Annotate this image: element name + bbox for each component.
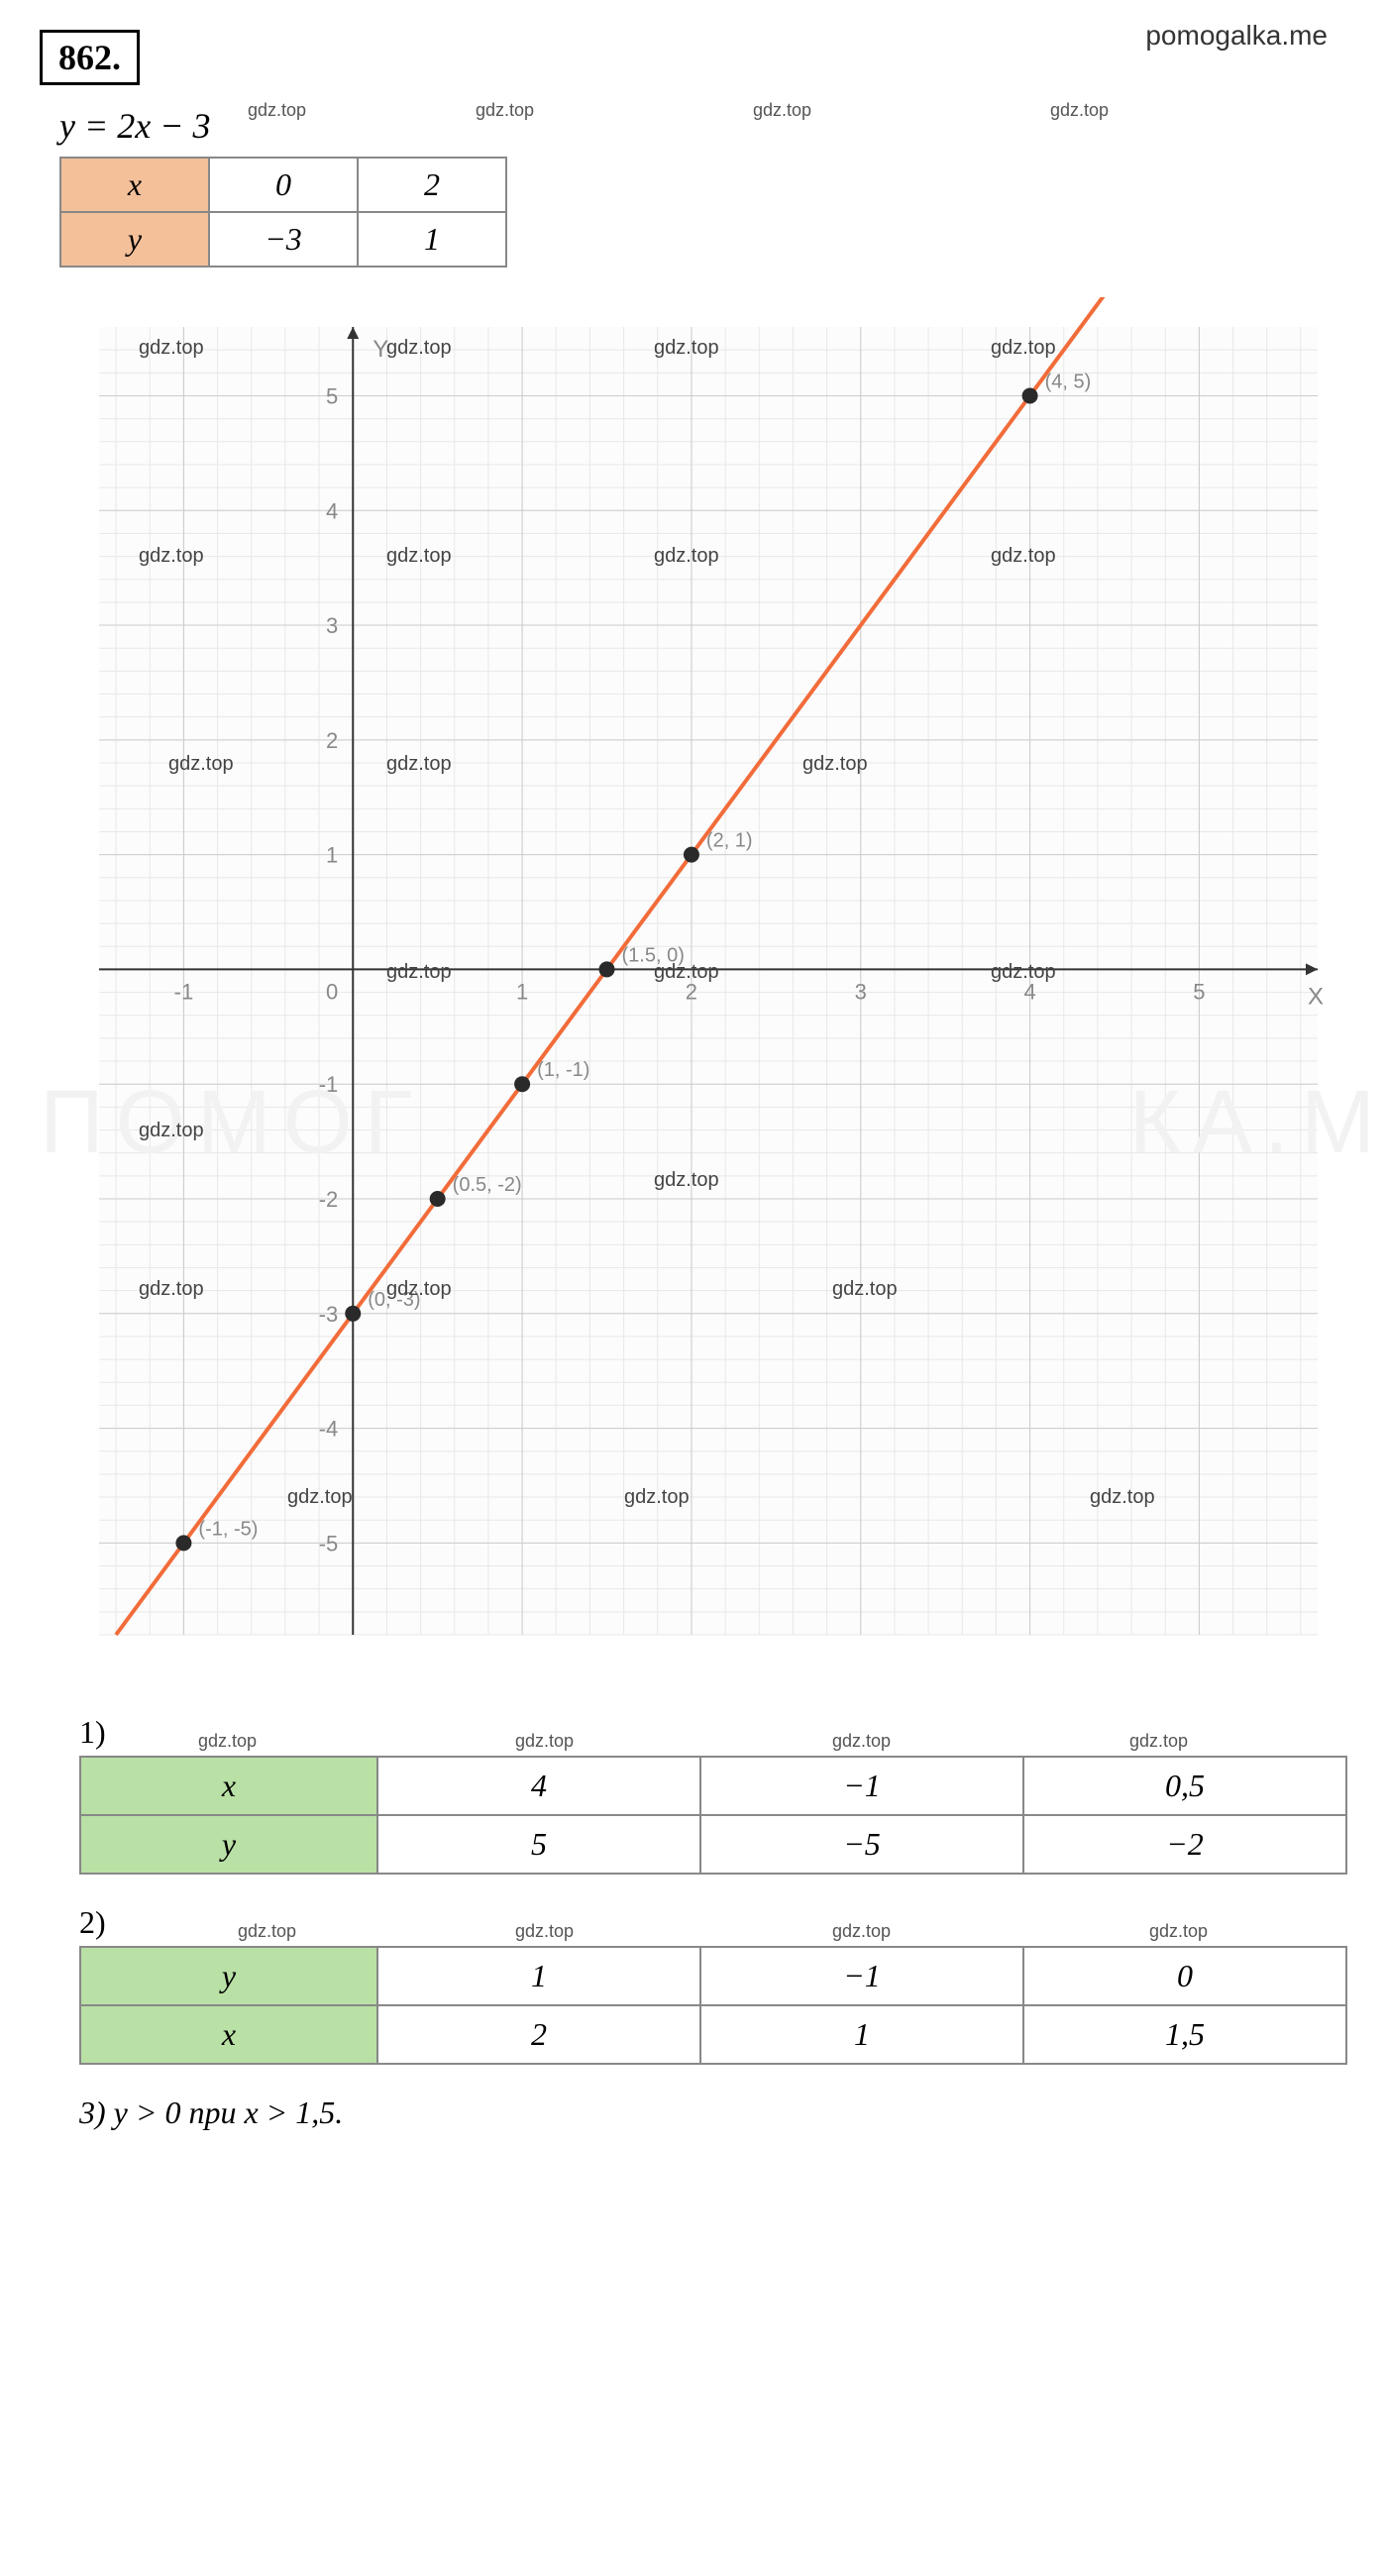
table-data-cell: −2 [1023, 1815, 1346, 1874]
table-data-cell: 1 [700, 2005, 1023, 2064]
watermark: gdz.top [198, 1731, 257, 1752]
watermark: gdz.top [1129, 1731, 1188, 1752]
svg-text:1: 1 [516, 979, 528, 1004]
svg-text:2: 2 [326, 728, 338, 753]
svg-text:5: 5 [326, 383, 338, 408]
table-data-cell: 0 [209, 158, 358, 212]
watermark: gdz.top [753, 100, 811, 121]
table-header-cell: y [80, 1815, 377, 1874]
chart-container: -1 1 2 3 4 5 -5 -4 -3 -2 -1 1 2 3 4 5 0 X Y (-1, -5) (0, -3)… [40, 297, 1347, 1684]
table-data-cell: 5 [377, 1815, 700, 1874]
svg-text:(0, -3): (0, -3) [368, 1289, 420, 1311]
svg-text:-5: -5 [319, 1531, 339, 1556]
svg-text:-4: -4 [319, 1417, 339, 1442]
equation: y = 2x − 3 [40, 105, 1347, 147]
watermark: gdz.top [515, 1921, 574, 1942]
svg-text:3: 3 [855, 979, 867, 1004]
table-data-cell: −3 [209, 212, 358, 267]
table-section-1: x4−10,5 y5−5−2 [79, 1756, 1347, 1875]
svg-text:1: 1 [326, 843, 338, 868]
table-data-cell: 1 [377, 1947, 700, 2005]
svg-text:0: 0 [326, 979, 338, 1004]
watermark: gdz.top [1149, 1921, 1208, 1942]
svg-text:-1: -1 [174, 979, 194, 1004]
svg-text:(4, 5): (4, 5) [1045, 371, 1092, 392]
svg-text:X: X [1308, 983, 1324, 1010]
svg-text:Y: Y [373, 336, 388, 363]
svg-text:-2: -2 [319, 1187, 339, 1212]
initial-values-table: x02 y−31 [59, 157, 507, 268]
table-header-cell: x [80, 1757, 377, 1815]
table-data-cell: 1 [358, 212, 506, 267]
svg-text:(2, 1): (2, 1) [706, 830, 753, 852]
svg-text:-1: -1 [319, 1072, 339, 1097]
table-data-cell: −1 [700, 1757, 1023, 1815]
table-data-cell: 2 [377, 2005, 700, 2064]
svg-text:-3: -3 [319, 1302, 339, 1327]
table-data-cell: 0,5 [1023, 1757, 1346, 1815]
watermark: gdz.top [515, 1731, 574, 1752]
svg-text:(1.5, 0): (1.5, 0) [622, 944, 685, 966]
answer-3: 3) y > 0 при x > 1,5. [40, 2094, 1347, 2131]
table-data-cell: 0 [1023, 1947, 1346, 2005]
svg-text:2: 2 [686, 979, 697, 1004]
table-header-cell: x [60, 158, 209, 212]
table-data-cell: −1 [700, 1947, 1023, 2005]
svg-text:(1, -1): (1, -1) [537, 1059, 589, 1081]
table-section-2: y1−10x211,5 [79, 1946, 1347, 2065]
svg-text:3: 3 [326, 613, 338, 638]
watermark: gdz.top [238, 1921, 296, 1942]
table-data-cell: 4 [377, 1757, 700, 1815]
line-chart: -1 1 2 3 4 5 -5 -4 -3 -2 -1 1 2 3 4 5 0 X Y (-1, -5) (0, -3)… [40, 297, 1347, 1684]
table-header-cell: x [80, 2005, 377, 2064]
table-data-cell: 2 [358, 158, 506, 212]
site-header: pomogalka.me [1145, 20, 1328, 52]
svg-text:(0.5, -2): (0.5, -2) [453, 1174, 522, 1196]
watermark: gdz.top [476, 100, 534, 121]
problem-number: 862. [40, 30, 140, 85]
svg-text:5: 5 [1193, 979, 1205, 1004]
svg-text:(-1, -5): (-1, -5) [198, 1518, 258, 1540]
watermark: gdz.top [832, 1731, 891, 1752]
watermark: gdz.top [1050, 100, 1109, 121]
svg-text:4: 4 [326, 498, 338, 523]
watermark: gdz.top [832, 1921, 891, 1942]
table-header-cell: y [60, 212, 209, 267]
table-data-cell: −5 [700, 1815, 1023, 1874]
watermark: gdz.top [248, 100, 306, 121]
table-data-cell: 1,5 [1023, 2005, 1346, 2064]
svg-text:4: 4 [1023, 979, 1035, 1004]
table-header-cell: y [80, 1947, 377, 2005]
